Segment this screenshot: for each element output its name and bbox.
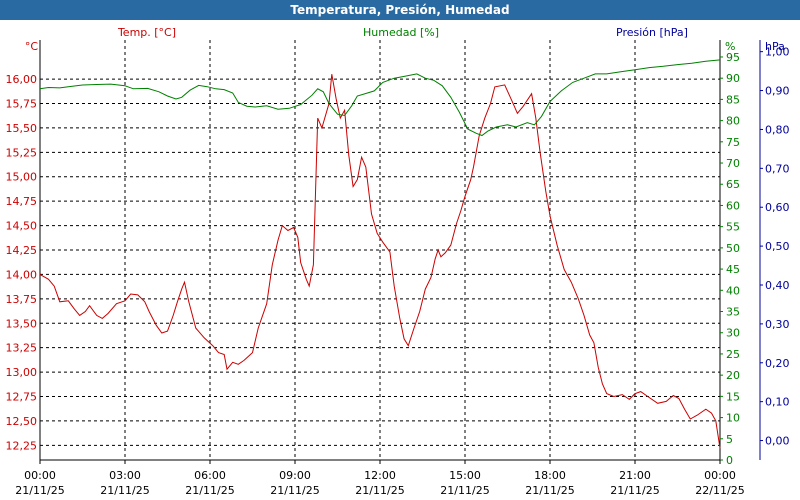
pressure-tick-label: 0,70 — [765, 162, 790, 175]
humidity-tick-label: 20 — [726, 369, 740, 382]
x-tick-time-label: 03:00 — [109, 469, 141, 482]
pressure-tick-label: 1,00 — [765, 46, 790, 59]
pressure-tick-label: 0,90 — [765, 85, 790, 98]
x-tick-date-label: 21/11/25 — [15, 484, 64, 497]
x-tick-date-label: 21/11/25 — [440, 484, 489, 497]
temperature-tick-label: 13,75 — [6, 293, 38, 306]
humidity-tick-label: 95 — [726, 51, 740, 64]
x-tick-date-label: 21/11/25 — [525, 484, 574, 497]
humidity-series-line — [39, 59, 721, 137]
temperature-tick-label: 12,50 — [6, 415, 38, 428]
humidity-tick-label: 15 — [726, 390, 740, 403]
humidity-tick-label: 45 — [726, 263, 740, 276]
x-tick-time-label: 12:00 — [364, 469, 396, 482]
x-tick-time-label: 00:00 — [704, 469, 736, 482]
x-tick-date-label: 21/11/25 — [610, 484, 659, 497]
pressure-tick-label: 0,40 — [765, 279, 790, 292]
x-tick-time-label: 06:00 — [194, 469, 226, 482]
temperature-unit-label: °C — [25, 40, 39, 53]
humidity-tick-label: 5 — [726, 433, 733, 446]
x-tick-date-label: 21/11/25 — [100, 484, 149, 497]
temperature-legend: Temp. [°C] — [117, 26, 176, 39]
temperature-tick-label: 13,50 — [6, 317, 38, 330]
temperature-tick-label: 12,25 — [6, 439, 38, 452]
chart-title-bar: Temperatura, Presión, Humedad — [0, 0, 800, 20]
temperature-tick-label: 14,25 — [6, 244, 38, 257]
temperature-series-line — [39, 74, 721, 449]
chart-title: Temperatura, Presión, Humedad — [290, 3, 510, 17]
x-tick-time-label: 09:00 — [279, 469, 311, 482]
axis-ticks: 16,00 15,75 15,50 15,25 15,00 14,75 14,50 14,25… — [6, 46, 790, 497]
x-tick-date-label: 21/11/25 — [185, 484, 234, 497]
temperature-tick-label: 16,00 — [6, 73, 38, 86]
humidity-tick-label: 80 — [726, 115, 740, 128]
humidity-unit-label: % — [725, 40, 735, 53]
pressure-tick-label: 0,50 — [765, 240, 790, 253]
pressure-tick-label: 0,60 — [765, 201, 790, 214]
temperature-tick-label: 15,25 — [6, 146, 38, 159]
pressure-tick-label: 0,80 — [765, 123, 790, 136]
temperature-tick-label: 12,75 — [6, 391, 38, 404]
pressure-tick-label: 0,20 — [765, 357, 790, 370]
pressure-tick-label: 0,10 — [765, 396, 790, 409]
humidity-tick-label: 65 — [726, 178, 740, 191]
humidity-tick-label: 70 — [726, 157, 740, 170]
temperature-tick-label: 15,75 — [6, 97, 38, 110]
humidity-tick-label: 10 — [726, 412, 740, 425]
humidity-tick-label: 25 — [726, 348, 740, 361]
grid — [40, 40, 720, 460]
x-tick-time-label: 18:00 — [534, 469, 566, 482]
pressure-tick-label: 0,30 — [765, 318, 790, 331]
x-tick-time-label: 21:00 — [619, 469, 651, 482]
x-tick-time-label: 15:00 — [449, 469, 481, 482]
series-lines — [39, 59, 721, 449]
humidity-tick-label: 90 — [726, 72, 740, 85]
temperature-tick-label: 14,50 — [6, 220, 38, 233]
pressure-unit-label: hPa — [765, 40, 785, 53]
humidity-tick-label: 35 — [726, 306, 740, 319]
humidity-tick-label: 0 — [726, 454, 733, 467]
temperature-tick-label: 13,25 — [6, 342, 38, 355]
x-tick-date-label: 21/11/25 — [355, 484, 404, 497]
x-tick-time-label: 00:00 — [24, 469, 56, 482]
temperature-tick-label: 13,00 — [6, 366, 38, 379]
humidity-tick-label: 50 — [726, 242, 740, 255]
x-tick-date-label: 21/11/25 — [270, 484, 319, 497]
temperature-tick-label: 14,75 — [6, 195, 38, 208]
humidity-tick-label: 55 — [726, 221, 740, 234]
humidity-tick-label: 75 — [726, 136, 740, 149]
pressure-tick-label: 0,00 — [765, 435, 790, 448]
humidity-tick-label: 85 — [726, 93, 740, 106]
humidity-legend: Humedad [%] — [363, 26, 439, 39]
temperature-tick-label: 15,00 — [6, 171, 38, 184]
temperature-tick-label: 14,00 — [6, 268, 38, 281]
temperature-tick-label: 15,50 — [6, 122, 38, 135]
x-tick-date-label: 22/11/25 — [695, 484, 744, 497]
humidity-tick-label: 60 — [726, 199, 740, 212]
humidity-tick-label: 40 — [726, 284, 740, 297]
humidity-tick-label: 30 — [726, 327, 740, 340]
pressure-legend: Presión [hPa] — [616, 26, 688, 39]
